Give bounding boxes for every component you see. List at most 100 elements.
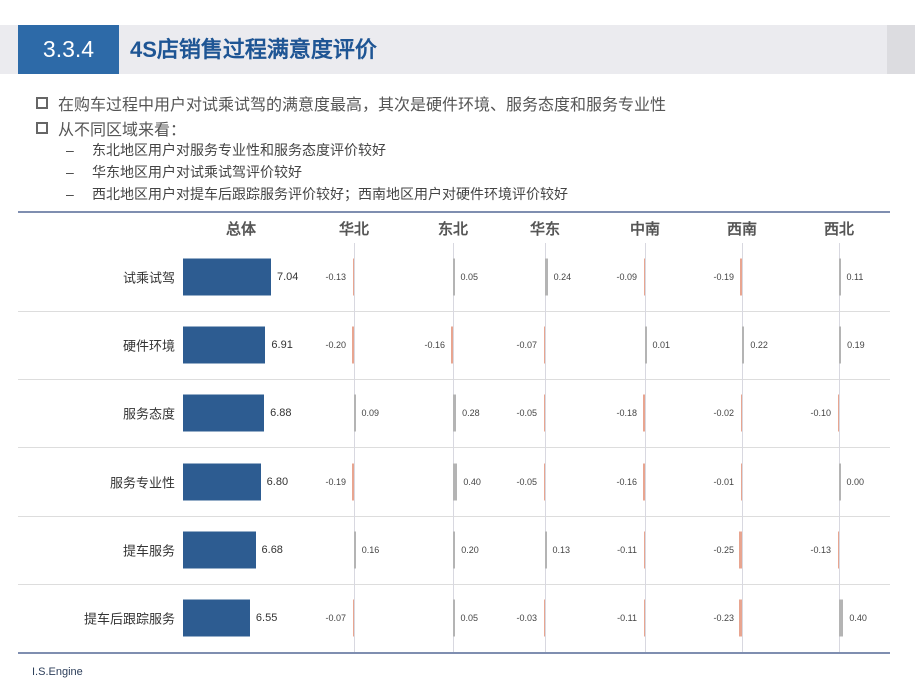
diff-bar [545,258,548,296]
diff-value: -0.05 [516,408,537,418]
bullet-1: 在购车过程中用户对试乘试驾的满意度最高，其次是硬件环境、服务态度和服务专业性 [36,91,666,115]
sub-bullet-text: 华东地区用户对试乘试驾评价较好 [92,164,302,180]
diff-bar [352,599,354,637]
diff-value: -0.10 [810,408,831,418]
overall-bar [183,394,265,432]
diff-value: -0.05 [516,476,537,487]
overall-value: 6.55 [255,612,278,624]
page-title: 4S店销售过程满意度评价 [130,37,377,62]
diff-value: 0.13 [552,545,571,555]
diff-bar [453,531,456,569]
zero-axis [839,243,840,652]
zero-axis [742,243,743,652]
footer-rule [18,652,890,654]
overall-value: 6.68 [261,544,283,556]
overall-value: 6.91 [271,339,293,351]
diff-value: 0.16 [361,545,380,555]
diff-bar [839,258,841,296]
diff-bar [453,394,457,432]
row-label: 硬件环境 [122,338,175,354]
diff-value: -0.19 [325,476,346,487]
diff-bar [453,258,455,296]
diff-value: -0.13 [810,545,831,555]
sub-bullet-text: 东北地区用户对服务专业性和服务态度评价较好 [92,142,386,158]
row-label: 服务态度 [122,406,175,422]
overall-value: 7.04 [277,271,299,283]
square-bullet-icon [36,122,48,134]
zero-axis [354,243,355,652]
diff-value: -0.13 [325,272,346,282]
square-bullet-icon [36,97,48,109]
diff-value: 0.40 [849,613,867,623]
row-divider [18,516,890,517]
overall-bar [183,599,250,637]
diff-bar [354,531,356,569]
diff-value: -0.23 [713,613,734,623]
diff-value: 0.01 [652,340,671,350]
row-divider [18,447,890,448]
diff-bar [643,531,645,569]
diff-bar [351,463,354,500]
column-header: 华北 [338,221,370,238]
diff-value: 0.22 [750,340,768,350]
diff-bar [645,326,647,364]
diff-bar [643,463,645,500]
diff-bar [352,258,354,296]
column-header: 总体 [225,221,257,238]
column-header: 西南 [726,221,758,238]
bullet-2: 从不同区域来看： [36,116,186,140]
diff-value: -0.19 [713,272,734,282]
header-accent [887,25,915,74]
zero-axis [545,243,546,652]
sub-bullet: – 华东地区用户对试乘试驾评价较好 [66,164,302,180]
diff-bar [837,531,839,569]
column-header: 中南 [629,221,661,238]
diff-value: 0.19 [847,340,865,350]
diff-bar [643,394,645,432]
diff-bar [839,326,842,364]
diff-bar [351,326,354,364]
row-divider [18,584,890,585]
diff-value: -0.07 [516,340,537,350]
table-top-rule [18,211,890,213]
diff-value: 0.05 [460,613,479,623]
diff-value: -0.01 [713,476,734,487]
diff-bar [739,599,742,637]
diff-bar [451,326,453,364]
diff-value: -0.02 [713,408,734,418]
diff-bar [739,258,742,296]
diff-bar [837,394,839,432]
bullet-text: 在购车过程中用户对试乘试驾的满意度最高，其次是硬件环境、服务态度和服务专业性 [58,97,667,114]
diff-value: 0.00 [846,476,865,487]
diff-bar [543,463,545,500]
overall-value: 6.80 [266,475,289,488]
diff-value: -0.07 [325,613,346,623]
diff-value: -0.11 [617,545,637,555]
diff-value: -0.18 [616,408,637,418]
sub-bullet: – 西北地区用户对提车后跟踪服务评价较好；西南地区用户对硬件环境评价较好 [66,186,568,202]
diff-bar [543,394,545,432]
diff-value: -0.16 [616,476,637,487]
footer-brand: I.S.Engine [32,666,83,678]
diff-bar [643,258,645,296]
diff-bar [839,599,844,637]
row-divider [18,311,890,312]
diff-value: 0.05 [460,272,479,282]
overall-bar [183,463,261,500]
diff-value: 0.24 [553,272,572,282]
overall-bar [183,531,256,569]
sub-bullet-text: 西北地区用户对提车后跟踪服务评价较好；西南地区用户对硬件环境评价较好 [92,186,568,202]
diff-value: -0.09 [616,272,637,282]
diff-value: 0.28 [462,408,480,418]
diff-bar [740,394,742,432]
diff-value: 0.20 [461,545,479,555]
diff-value: 0.40 [463,476,481,487]
diff-value: -0.11 [617,613,637,623]
row-label: 服务专业性 [109,475,175,490]
overall-value: 6.88 [270,407,292,419]
diff-bar [740,463,742,500]
overall-bar [183,326,266,364]
diff-value: 0.09 [361,408,380,418]
diff-bar [839,463,841,500]
overall-bar [183,258,271,296]
